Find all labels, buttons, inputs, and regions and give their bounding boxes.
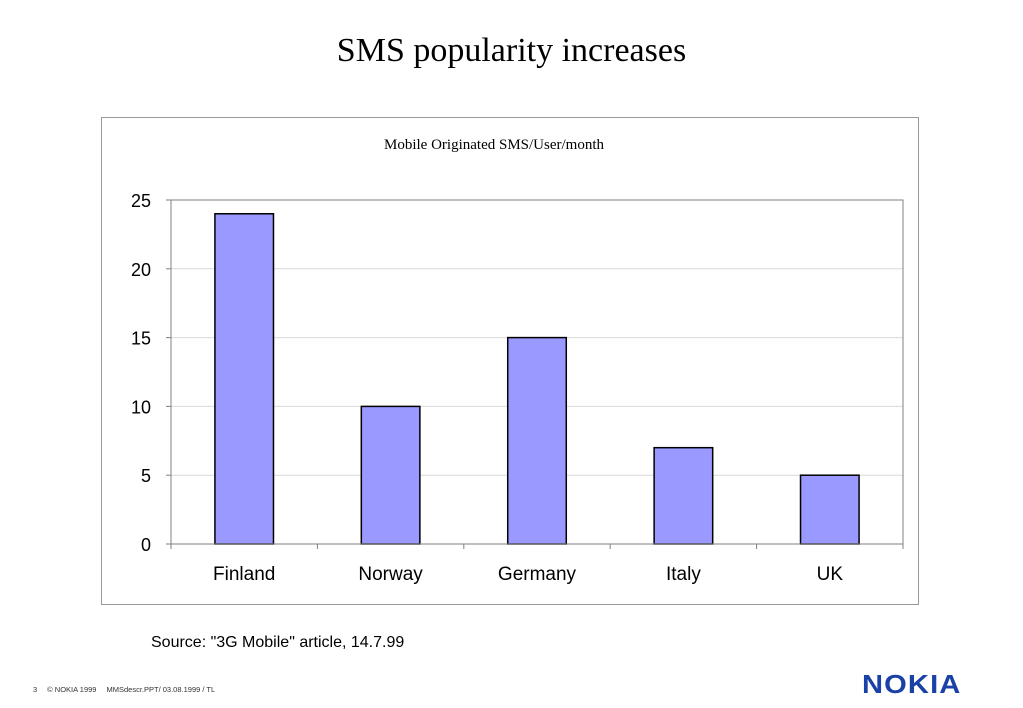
y-tick-label: 0	[141, 535, 151, 555]
bar-chart: Mobile Originated SMS/User/month 0 5 10 15 2…	[131, 137, 904, 585]
slide-footer: 3 © NOKIA 1999 MMSdescr.PPT/ 03.08.1999 / …	[33, 685, 225, 694]
x-tick-label: UK	[817, 564, 844, 585]
bar-norway	[360, 405, 421, 545]
bar-uk	[799, 474, 860, 545]
page-number: 3	[33, 685, 38, 694]
y-tick-label: 10	[131, 397, 151, 417]
file-info: MMSdescr.PPT/ 03.08.1999 / TL	[106, 685, 216, 694]
copyright-text: © NOKIA 1999	[47, 685, 97, 694]
bar-germany	[506, 336, 568, 545]
x-tick-label: Finland	[213, 564, 275, 585]
y-tick-label: 15	[131, 329, 151, 349]
x-tick-label: Germany	[498, 564, 577, 585]
y-tick-label: 25	[131, 191, 151, 211]
x-tick-label: Italy	[666, 564, 701, 585]
chart-frame: Mobile Originated SMS/User/month 0 5 10 15 2…	[101, 117, 919, 605]
bar-finland	[214, 213, 275, 545]
y-tick-label: 5	[141, 466, 151, 486]
y-tick-label: 20	[131, 260, 151, 280]
bar-italy	[653, 446, 714, 545]
nokia-logo: NOKIA	[862, 669, 962, 699]
chart-title: Mobile Originated SMS/User/month	[384, 137, 604, 153]
source-note: Source: "3G Mobile" article, 14.7.99	[151, 634, 405, 651]
slide-title: SMS popularity increases	[336, 32, 687, 69]
x-tick-label: Norway	[358, 564, 423, 585]
plot-area-border	[170, 199, 904, 545]
